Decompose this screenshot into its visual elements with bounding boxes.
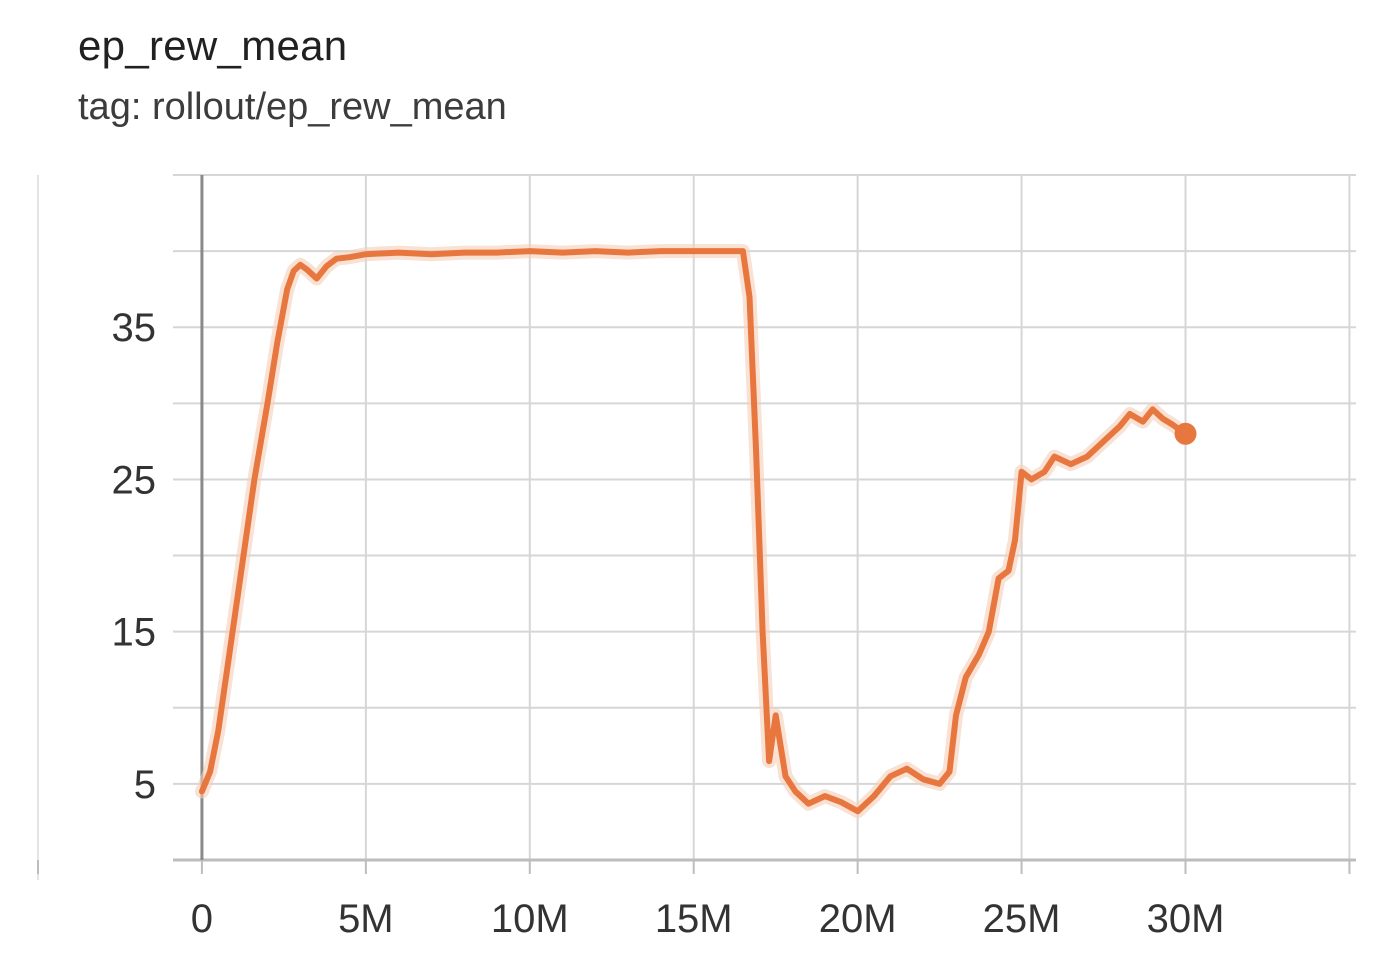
chart-title: ep_rew_mean [78,22,348,69]
y-tick-label: 15 [112,611,157,655]
y-tick-label: 35 [112,306,157,350]
x-tick-label: 20M [819,897,897,941]
axis-layer [37,175,1356,880]
x-tick-label: 25M [983,897,1061,941]
grid-layer [37,174,1356,860]
x-tick-label: 30M [1147,897,1225,941]
y-tick-label: 5 [134,763,156,807]
chart-subtitle: tag: rollout/ep_rew_mean [78,86,507,128]
series-layer [194,244,1197,819]
tick-label-layer: 0 5M 10M 15M 20M 25M 30M 5 15 25 35 [112,306,1225,941]
x-tick-label: 10M [491,897,569,941]
y-tick-label: 25 [112,458,157,502]
series-line [198,248,1189,815]
series-end-point [1174,422,1197,445]
x-tick-label: 5M [338,897,394,941]
x-tick-label: 0 [191,897,213,941]
x-tick-label: 15M [655,897,733,941]
